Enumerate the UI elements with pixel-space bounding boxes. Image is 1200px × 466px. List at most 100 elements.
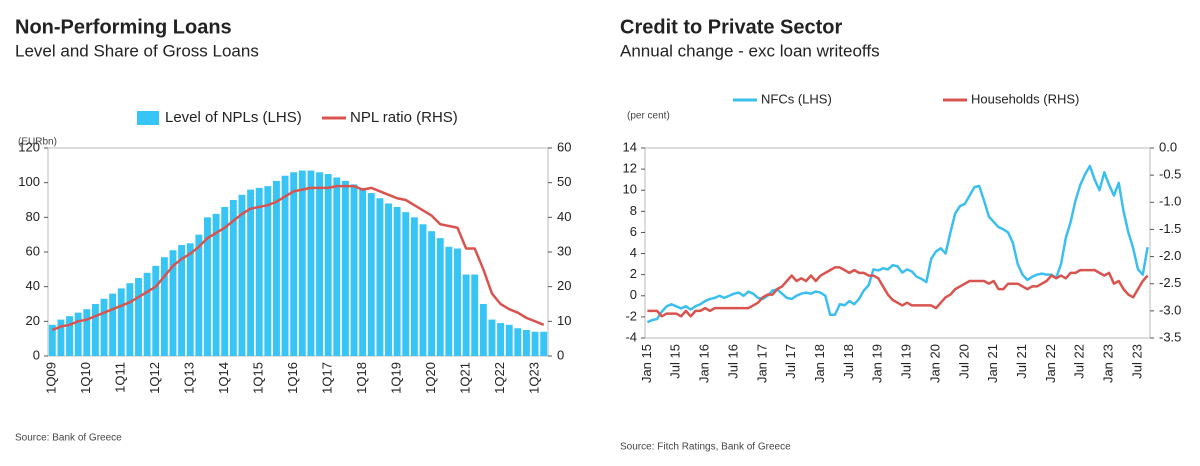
bar xyxy=(83,309,91,356)
y2-tick-label: 50 xyxy=(557,174,571,189)
bar xyxy=(290,172,298,356)
bar xyxy=(109,293,117,356)
x-tick-label: 1Q21 xyxy=(458,362,473,394)
y2-tick-label: -2.5 xyxy=(1159,275,1181,290)
y-tick-label: 120 xyxy=(18,139,40,154)
x-tick-label: Jan 18 xyxy=(812,344,827,383)
bar xyxy=(126,283,134,356)
x-tick-label: Jan 17 xyxy=(754,344,769,383)
y-tick-label: 40 xyxy=(26,278,40,293)
x-tick-label: Jul 15 xyxy=(668,344,683,379)
x-tick-label: Jul 19 xyxy=(899,344,914,379)
x-tick-label: Jul 22 xyxy=(1072,344,1087,379)
bar xyxy=(66,316,73,356)
x-tick-label: Jul 16 xyxy=(725,344,740,379)
bar xyxy=(152,265,160,356)
bar xyxy=(74,312,82,356)
bar xyxy=(160,257,168,356)
x-tick-label: Jul 17 xyxy=(783,344,798,379)
bar xyxy=(540,331,548,356)
bar xyxy=(212,213,220,356)
bar xyxy=(523,330,530,356)
x-tick-label: Jan 23 xyxy=(1101,344,1116,383)
bar xyxy=(367,193,375,356)
y-tick-label: -2 xyxy=(625,308,637,323)
x-tick-label: 1Q11 xyxy=(113,362,128,393)
bar xyxy=(436,238,444,356)
bar xyxy=(57,319,65,356)
bar xyxy=(419,224,427,356)
bar xyxy=(445,246,453,356)
bar xyxy=(393,206,401,356)
y2-tick-label: 0.0 xyxy=(1159,139,1177,154)
bar xyxy=(462,274,470,356)
y2-tick-label: -2.0 xyxy=(1159,248,1181,263)
y2-tick-label: -3.5 xyxy=(1159,329,1181,344)
bar xyxy=(169,250,177,356)
bar xyxy=(238,194,246,356)
y-tick-label: 14 xyxy=(623,139,637,154)
bar xyxy=(307,170,315,356)
x-tick-label: Jul 21 xyxy=(1014,344,1029,379)
y-tick-label: 80 xyxy=(26,209,40,224)
legend-label: NFCs (LHS) xyxy=(761,91,832,106)
x-tick-label: Jan 22 xyxy=(1043,344,1058,383)
bar xyxy=(186,243,194,356)
y2-tick-label: -0.5 xyxy=(1159,167,1181,182)
legend-label: NPL ratio (RHS) xyxy=(350,109,458,126)
bar xyxy=(479,304,487,356)
y2-tick-label: 20 xyxy=(557,278,571,293)
bar xyxy=(531,331,539,356)
y-tick-label: -4 xyxy=(625,329,637,344)
source-note: Source: Bank of Greece xyxy=(15,433,122,444)
chart-title: Non-Performing Loans xyxy=(15,16,232,38)
bar xyxy=(428,231,436,356)
y-tick-label: 10 xyxy=(623,182,637,197)
source-note: Source: Fitch Ratings, Bank of Greece xyxy=(620,442,791,453)
bar xyxy=(229,200,237,356)
chart-subtitle: Annual change - exc loan writeoffs xyxy=(620,41,880,60)
plot-frame xyxy=(644,147,1151,339)
line-series xyxy=(51,184,545,332)
bar xyxy=(255,187,263,356)
bar xyxy=(497,323,505,356)
x-tick-label: Jul 23 xyxy=(1129,344,1144,379)
bar xyxy=(333,177,341,356)
bar xyxy=(135,278,142,356)
bar xyxy=(402,212,410,356)
x-tick-label: 1Q23 xyxy=(527,362,542,394)
y2-tick-label: 40 xyxy=(557,209,571,224)
bar xyxy=(143,272,151,356)
line-series xyxy=(647,266,1149,318)
y2-tick-label: 60 xyxy=(557,139,571,154)
bar xyxy=(281,175,289,356)
bar xyxy=(264,186,272,356)
x-tick-label: 1Q22 xyxy=(492,362,507,394)
bar xyxy=(350,184,358,356)
y-tick-label: 4 xyxy=(630,245,637,260)
bar xyxy=(471,274,479,356)
y-tick-label: 2 xyxy=(630,266,637,281)
y2-tick-label: 30 xyxy=(557,243,571,258)
x-tick-label: 1Q18 xyxy=(354,362,369,394)
x-tick-label: Jul 18 xyxy=(841,344,856,379)
bar xyxy=(273,180,280,356)
x-tick-label: Jan 16 xyxy=(697,344,712,383)
y-tick-label: 12 xyxy=(623,161,637,176)
bar xyxy=(454,248,461,356)
chart-subtitle: Level and Share of Gross Loans xyxy=(15,41,259,60)
bar xyxy=(359,187,367,356)
bar xyxy=(324,174,332,356)
x-tick-label: Jan 20 xyxy=(927,344,942,383)
y-tick-label: 100 xyxy=(18,174,40,189)
bar xyxy=(178,245,186,356)
y2-tick-label: -1.0 xyxy=(1159,194,1181,209)
x-tick-label: 1Q15 xyxy=(251,362,266,394)
bar xyxy=(221,206,229,356)
bar xyxy=(514,328,522,356)
legend-swatch xyxy=(137,111,159,125)
x-tick-label: 1Q14 xyxy=(216,362,231,394)
bar xyxy=(298,170,306,356)
y2-tick-label: -1.5 xyxy=(1159,221,1181,236)
